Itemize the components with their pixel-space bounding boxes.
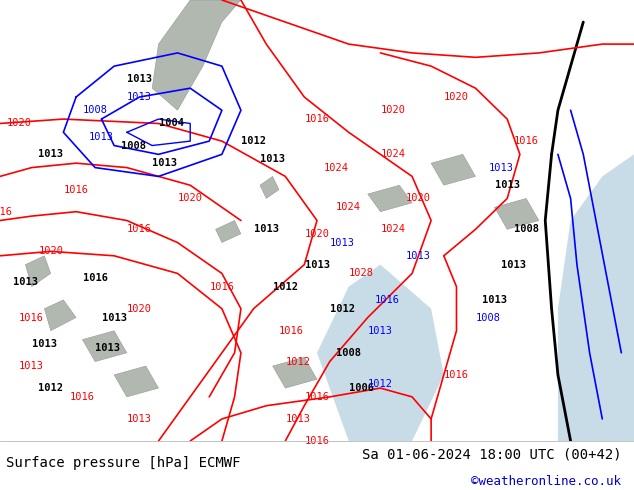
Text: 1008: 1008 [120, 141, 146, 150]
Text: 1016: 1016 [209, 282, 235, 292]
Text: 1006: 1006 [349, 383, 374, 393]
Text: 1020: 1020 [444, 92, 469, 102]
Text: Surface pressure [hPa] ECMWF: Surface pressure [hPa] ECMWF [6, 456, 241, 470]
Text: 1013: 1013 [127, 414, 152, 424]
Text: 1020: 1020 [380, 105, 406, 115]
Polygon shape [431, 154, 476, 185]
Text: 1013: 1013 [368, 326, 393, 336]
Text: 1013: 1013 [488, 163, 514, 172]
Text: 1013: 1013 [304, 260, 330, 270]
Text: 1013: 1013 [32, 339, 57, 349]
Text: 1024: 1024 [323, 163, 349, 172]
Text: 1013: 1013 [127, 74, 152, 84]
Text: 1024: 1024 [380, 224, 406, 234]
Text: 1013: 1013 [495, 180, 520, 190]
Text: 1012: 1012 [38, 383, 63, 393]
Text: 1013: 1013 [19, 361, 44, 371]
Text: Sa 01-06-2024 18:00 UTC (00+42): Sa 01-06-2024 18:00 UTC (00+42) [361, 448, 621, 462]
Text: 1016: 1016 [279, 326, 304, 336]
Text: 1016: 1016 [63, 185, 89, 195]
Text: 1028: 1028 [349, 269, 374, 278]
Polygon shape [114, 366, 158, 397]
Text: 1012: 1012 [273, 282, 298, 292]
Polygon shape [216, 220, 241, 243]
Text: 1013: 1013 [13, 277, 38, 287]
Text: 1012: 1012 [368, 379, 393, 389]
Text: 1016: 1016 [304, 392, 330, 402]
Text: 1020: 1020 [178, 194, 203, 203]
Text: 1020: 1020 [304, 229, 330, 239]
Polygon shape [368, 185, 412, 212]
Text: 1016: 1016 [0, 207, 13, 217]
Text: 1016: 1016 [127, 224, 152, 234]
Text: 1020: 1020 [6, 119, 32, 128]
Polygon shape [82, 331, 127, 362]
Text: 1008: 1008 [514, 224, 539, 234]
Text: ©weatheronline.co.uk: ©weatheronline.co.uk [471, 475, 621, 488]
Text: 1013: 1013 [482, 295, 507, 305]
Text: 1013: 1013 [127, 92, 152, 102]
Text: 1004: 1004 [158, 119, 184, 128]
Text: 1016: 1016 [514, 136, 539, 146]
Text: 1020: 1020 [38, 246, 63, 256]
Text: 1013: 1013 [406, 251, 431, 261]
Polygon shape [44, 300, 76, 331]
Text: 1013: 1013 [89, 132, 114, 142]
Polygon shape [317, 265, 444, 441]
Text: 1016: 1016 [82, 273, 108, 283]
Text: 1016: 1016 [304, 436, 330, 446]
Text: 1008: 1008 [336, 348, 361, 358]
Text: 1024: 1024 [336, 202, 361, 212]
Text: 1020: 1020 [406, 194, 431, 203]
Text: 1013: 1013 [38, 149, 63, 159]
Text: 1020: 1020 [127, 304, 152, 314]
Text: 1013: 1013 [254, 224, 279, 234]
Text: 1016: 1016 [19, 313, 44, 322]
Polygon shape [260, 176, 279, 198]
Text: 1016: 1016 [444, 370, 469, 380]
Text: 1016: 1016 [70, 392, 95, 402]
Text: 1013: 1013 [501, 260, 526, 270]
Text: 1008: 1008 [476, 313, 501, 322]
Polygon shape [25, 256, 51, 287]
Text: 1012: 1012 [241, 136, 266, 146]
Text: 1013: 1013 [285, 414, 311, 424]
Text: 1012: 1012 [330, 304, 355, 314]
Polygon shape [152, 0, 241, 110]
Text: 1013: 1013 [95, 343, 120, 353]
Text: 1013: 1013 [330, 238, 355, 247]
Text: 1012: 1012 [285, 357, 311, 367]
Text: 1013: 1013 [101, 313, 127, 322]
Text: 1008: 1008 [82, 105, 108, 115]
Text: 1016: 1016 [304, 114, 330, 124]
Text: 1013: 1013 [260, 154, 285, 164]
Text: 1024: 1024 [380, 149, 406, 159]
Polygon shape [495, 198, 539, 229]
Polygon shape [558, 154, 634, 441]
Text: 1013: 1013 [152, 158, 178, 168]
Polygon shape [273, 357, 317, 388]
Text: 1016: 1016 [374, 295, 399, 305]
